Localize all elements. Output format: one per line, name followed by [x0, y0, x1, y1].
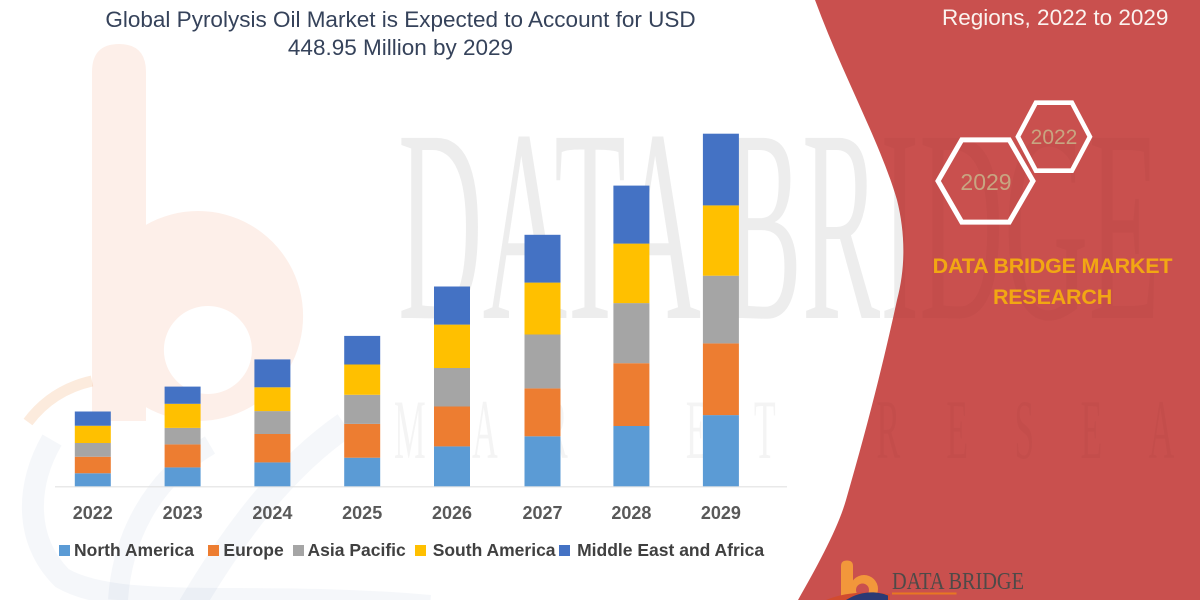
- svg-text:DATA BRIDGE: DATA BRIDGE: [892, 569, 1024, 595]
